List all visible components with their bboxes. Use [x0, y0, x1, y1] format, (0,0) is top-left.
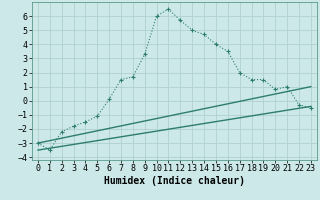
X-axis label: Humidex (Indice chaleur): Humidex (Indice chaleur)	[104, 176, 245, 186]
